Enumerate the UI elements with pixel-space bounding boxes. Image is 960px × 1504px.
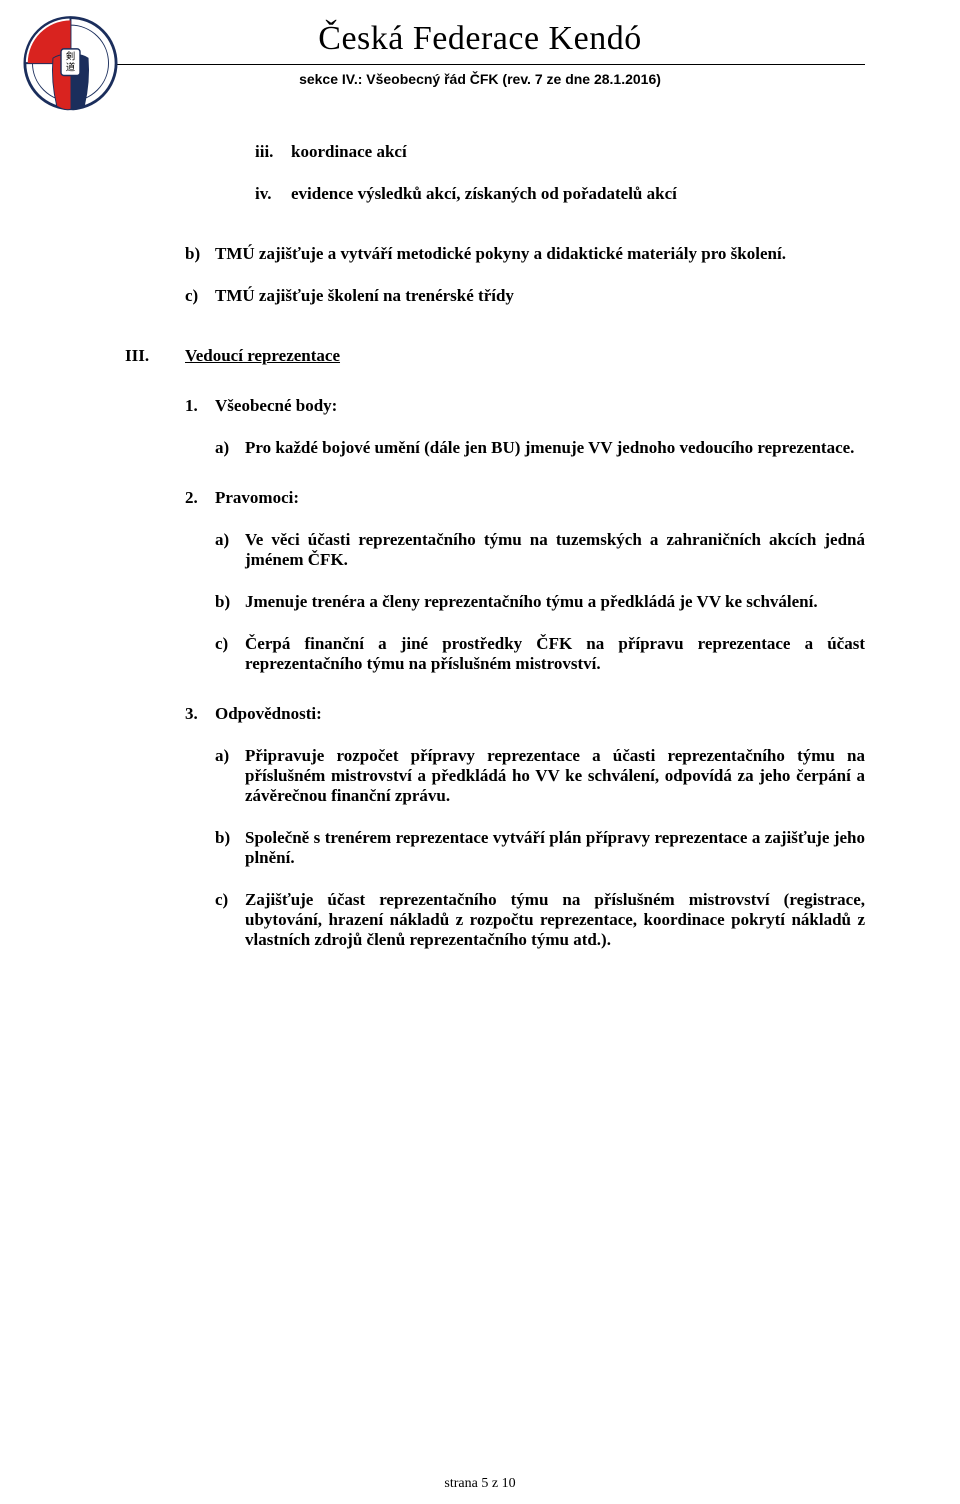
item-marker: b) (185, 244, 215, 264)
list-item: c) Zajišťuje účast reprezentačního týmu … (215, 890, 865, 950)
list-item: c) Čerpá finanční a jiné prostředky ČFK … (215, 634, 865, 674)
item-marker: b) (215, 592, 245, 612)
svg-text:剣: 剣 (66, 51, 76, 62)
list-item: c) TMÚ zajišťuje školení na trenérské tř… (185, 286, 865, 306)
tmu-list: b) TMÚ zajišťuje a vytváří metodické pok… (185, 244, 865, 306)
section-title: Vedoucí reprezentace (185, 346, 340, 366)
item-text: Čerpá finanční a jiné prostředky ČFK na … (245, 634, 865, 674)
document-body: iii. koordinace akcí iv. evidence výsled… (95, 142, 865, 950)
numbered-list: 2. Pravomoci: (185, 488, 865, 508)
section-marker: III. (125, 346, 185, 366)
item-text: TMÚ zajišťuje a vytváří metodické pokyny… (215, 244, 865, 264)
item-text: Jmenuje trenéra a členy reprezentačního … (245, 592, 865, 612)
list-item: a) Ve věci účasti reprezentačního týmu n… (215, 530, 865, 570)
list-item: 1. Všeobecné body: (185, 396, 865, 416)
page: 剣 道 Česká Federace Kendó sekce IV.: Všeo… (0, 0, 960, 950)
roman-list: iii. koordinace akcí iv. evidence výsled… (255, 142, 865, 204)
item-text: TMÚ zajišťuje školení na trenérské třídy (215, 286, 865, 306)
section-subtitle: sekce IV.: Všeobecný řád ČFK (rev. 7 ze … (95, 71, 865, 87)
item-marker: iv. (255, 184, 291, 204)
item-text: Pravomoci: (215, 488, 865, 508)
cfk-logo: 剣 道 (23, 15, 118, 140)
item-marker: iii. (255, 142, 291, 162)
item-marker: c) (215, 634, 245, 674)
numbered-list: 1. Všeobecné body: (185, 396, 865, 416)
item-marker: c) (185, 286, 215, 306)
item-text: Připravuje rozpočet přípravy reprezentac… (245, 746, 865, 806)
list-item: iv. evidence výsledků akcí, získaných od… (255, 184, 865, 204)
item-text: evidence výsledků akcí, získaných od poř… (291, 184, 865, 204)
section-heading: III. Vedoucí reprezentace (125, 346, 865, 366)
item-text: Odpovědnosti: (215, 704, 865, 724)
list-item: 3. Odpovědnosti: (185, 704, 865, 724)
list-item: b) Jmenuje trenéra a členy reprezentační… (215, 592, 865, 612)
sub-list: a) Ve věci účasti reprezentačního týmu n… (215, 530, 865, 674)
item-text: Všeobecné body: (215, 396, 865, 416)
org-title: Česká Federace Kendó (95, 20, 865, 60)
list-item: a) Připravuje rozpočet přípravy reprezen… (215, 746, 865, 806)
list-item: b) Společně s trenérem reprezentace vytv… (215, 828, 865, 868)
list-item: 2. Pravomoci: (185, 488, 865, 508)
numbered-list: 3. Odpovědnosti: (185, 704, 865, 724)
item-text: koordinace akcí (291, 142, 865, 162)
title-rule (95, 64, 865, 65)
list-item: a) Pro každé bojové umění (dále jen BU) … (215, 438, 865, 458)
item-text: Ve věci účasti reprezentačního týmu na t… (245, 530, 865, 570)
page-footer: strana 5 z 10 (0, 1476, 960, 1492)
page-header: 剣 道 Česká Federace Kendó sekce IV.: Všeo… (95, 20, 865, 87)
sub-list: a) Připravuje rozpočet přípravy reprezen… (215, 746, 865, 950)
item-marker: c) (215, 890, 245, 950)
item-marker: 3. (185, 704, 215, 724)
item-marker: a) (215, 746, 245, 806)
item-text: Zajišťuje účast reprezentačního týmu na … (245, 890, 865, 950)
list-item: b) TMÚ zajišťuje a vytváří metodické pok… (185, 244, 865, 264)
item-marker: 2. (185, 488, 215, 508)
item-text: Pro každé bojové umění (dále jen BU) jme… (245, 438, 865, 458)
item-marker: a) (215, 530, 245, 570)
sub-list: a) Pro každé bojové umění (dále jen BU) … (215, 438, 865, 458)
item-marker: 1. (185, 396, 215, 416)
list-item: iii. koordinace akcí (255, 142, 865, 162)
item-marker: b) (215, 828, 245, 868)
item-marker: a) (215, 438, 245, 458)
item-text: Společně s trenérem reprezentace vytváří… (245, 828, 865, 868)
svg-text:道: 道 (66, 62, 76, 74)
